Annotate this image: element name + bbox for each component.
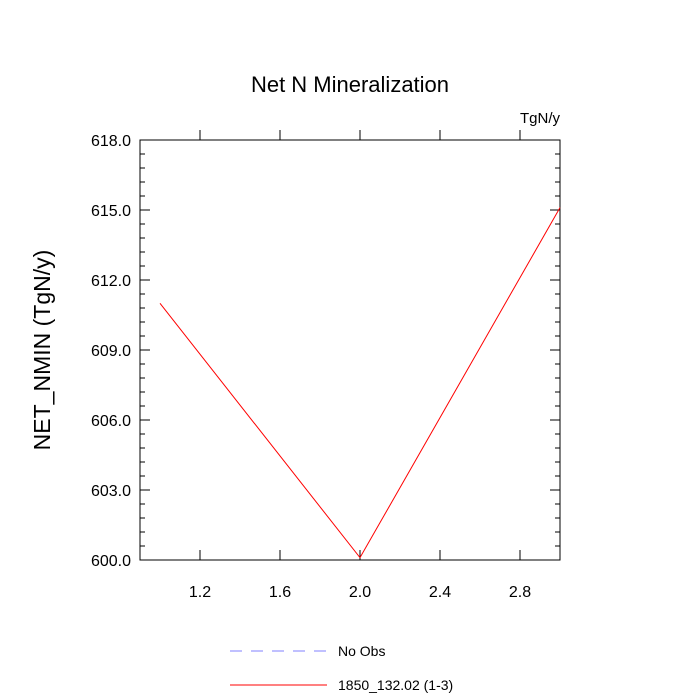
plot-frame (139, 139, 561, 561)
y-tick-label: 603.0 (91, 483, 131, 500)
y-tick-label: 609.0 (91, 343, 131, 360)
y-tick-label: 615.0 (91, 203, 131, 220)
tick-labels: 600.0 603.0 606.0 609.0 612.0 615.0 618.0 1.2 1.… (91, 133, 531, 601)
series-lines (159, 207, 561, 559)
x-tick-label: 2.4 (429, 584, 451, 601)
x-tick-label: 1.2 (189, 584, 211, 601)
x-tick-label: 2.8 (509, 584, 531, 601)
axis-ticks (140, 130, 560, 561)
y-tick-label: 606.0 (91, 413, 131, 430)
y-axis-label: NET_NMIN (TgN/y) (29, 250, 55, 451)
units-label: TgN/y (520, 110, 561, 127)
legend: No Obs 1850_132.02 (1-3) (230, 643, 453, 693)
y-tick-label: 618.0 (91, 133, 131, 150)
y-tick-label: 600.0 (91, 553, 131, 570)
chart-title: Net N Mineralization (251, 72, 449, 97)
x-tick-label: 2.0 (349, 584, 371, 601)
legend-label: 1850_132.02 (1-3) (338, 677, 453, 693)
series-line (159, 207, 561, 559)
y-tick-label: 612.0 (91, 273, 131, 290)
legend-label: No Obs (338, 643, 385, 659)
x-tick-label: 1.6 (269, 584, 291, 601)
